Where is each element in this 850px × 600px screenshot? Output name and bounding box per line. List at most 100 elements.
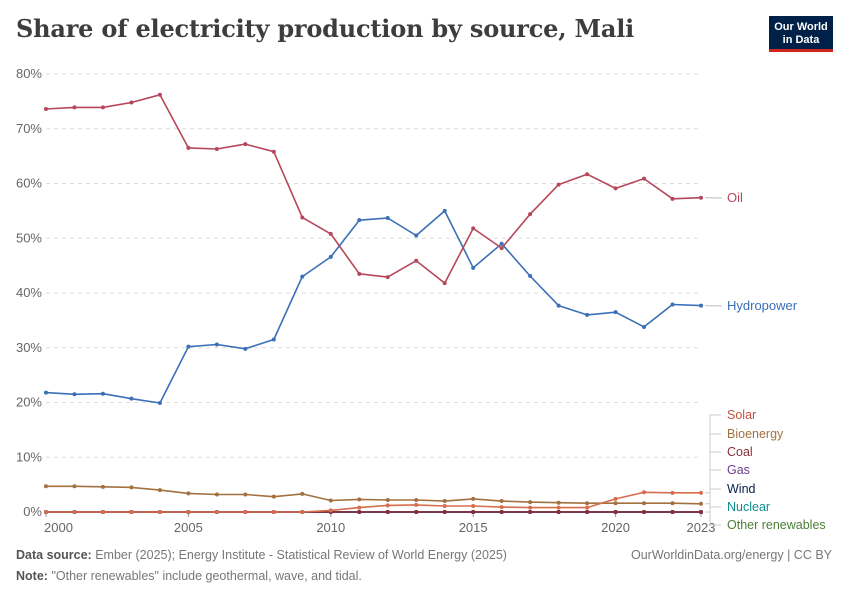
data-point xyxy=(642,176,647,181)
data-point xyxy=(642,490,647,495)
data-point xyxy=(528,500,533,505)
data-point xyxy=(328,498,333,503)
data-point xyxy=(357,271,362,276)
x-tick-label: 2015 xyxy=(459,520,488,535)
data-point xyxy=(72,105,77,110)
logo-line-1: Our World xyxy=(774,21,828,33)
y-tick-label: 70% xyxy=(16,121,42,136)
label-connector xyxy=(705,506,721,513)
data-point xyxy=(442,499,447,504)
data-point xyxy=(271,494,276,499)
series-label: Gas xyxy=(727,463,750,477)
owid-logo[interactable]: Our World in Data xyxy=(769,16,833,52)
data-point xyxy=(585,172,590,177)
data-point xyxy=(442,208,447,213)
data-point xyxy=(499,510,504,514)
data-point xyxy=(357,218,362,223)
data-point xyxy=(471,226,476,231)
data-point xyxy=(129,396,134,401)
data-point xyxy=(613,501,618,506)
chart-note: Note: "Other renewables" include geother… xyxy=(16,569,362,583)
y-tick-label: 20% xyxy=(16,395,42,410)
data-point xyxy=(72,510,77,514)
data-point xyxy=(699,490,703,495)
y-tick-label: 50% xyxy=(16,230,42,245)
series-label: Hydropower xyxy=(727,298,798,313)
series-label: Wind xyxy=(727,482,756,496)
series-line xyxy=(46,485,702,505)
data-point xyxy=(385,503,390,508)
data-point xyxy=(243,142,248,147)
data-point xyxy=(357,505,362,510)
data-point xyxy=(699,303,703,308)
data-point xyxy=(528,212,533,217)
data-point xyxy=(613,510,618,514)
data-point xyxy=(271,149,276,154)
data-point xyxy=(556,500,561,505)
x-tick-label: 2010 xyxy=(316,520,345,535)
series-line xyxy=(45,210,702,404)
x-tick-label: 2023 xyxy=(687,520,716,535)
data-point xyxy=(642,501,647,506)
data-point xyxy=(670,490,675,495)
data-point xyxy=(186,344,191,349)
series-label: Oil xyxy=(727,190,743,205)
source-label: Data source: xyxy=(16,548,92,562)
data-point xyxy=(670,196,675,201)
label-connector xyxy=(705,469,721,513)
series-oil xyxy=(44,92,703,286)
data-point xyxy=(414,233,419,238)
data-point xyxy=(271,337,276,342)
label-connector xyxy=(705,451,721,513)
data-point xyxy=(157,488,162,493)
series-bioenergy xyxy=(44,484,703,506)
data-point xyxy=(300,491,305,496)
series-label: Other renewables xyxy=(727,518,826,532)
data-point xyxy=(385,497,390,502)
series-label: Nuclear xyxy=(727,500,770,514)
data-point xyxy=(585,501,590,506)
data-point xyxy=(442,281,447,286)
x-tick-label: 2005 xyxy=(174,520,203,535)
data-point xyxy=(414,510,419,514)
x-tick-label: 2020 xyxy=(601,520,630,535)
y-tick-label: 10% xyxy=(16,449,42,464)
series-hydropower xyxy=(44,208,703,406)
chart-title: Share of electricity production by sourc… xyxy=(16,14,635,43)
data-point xyxy=(243,492,248,497)
data-point xyxy=(471,503,476,508)
data-point xyxy=(214,147,219,152)
data-point xyxy=(157,92,162,97)
data-point xyxy=(556,303,561,308)
source-text: Ember (2025); Energy Institute - Statist… xyxy=(95,548,507,562)
data-point xyxy=(214,492,219,497)
data-point xyxy=(328,508,333,513)
data-point xyxy=(129,485,134,490)
data-point xyxy=(271,510,276,514)
data-point xyxy=(385,275,390,280)
data-point xyxy=(186,491,191,496)
data-point xyxy=(100,484,105,489)
data-point xyxy=(243,510,248,514)
series-label: Bioenergy xyxy=(727,427,784,441)
data-point xyxy=(528,274,533,279)
data-point xyxy=(556,510,561,514)
data-point xyxy=(499,241,504,246)
data-point xyxy=(699,501,703,506)
data-point xyxy=(44,510,48,514)
series-solar xyxy=(44,490,703,514)
note-text: "Other renewables" include geothermal, w… xyxy=(51,569,362,583)
data-point xyxy=(300,274,305,279)
y-tick-label: 30% xyxy=(16,340,42,355)
source-url-link[interactable]: OurWorldinData.org/energy | CC BY xyxy=(630,548,832,562)
data-point xyxy=(585,505,590,510)
data-point xyxy=(670,302,675,307)
data-point xyxy=(357,497,362,502)
data-point xyxy=(186,510,191,514)
data-point xyxy=(471,265,476,270)
data-point xyxy=(499,246,504,251)
data-point xyxy=(699,510,703,514)
data-point xyxy=(357,510,362,514)
data-point xyxy=(471,496,476,501)
